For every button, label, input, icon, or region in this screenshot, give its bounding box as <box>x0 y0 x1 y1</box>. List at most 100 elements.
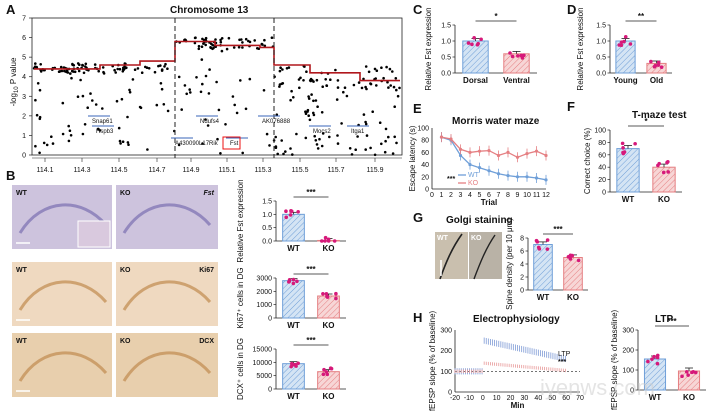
sig-stars: *** <box>667 317 677 326</box>
panel-a: A Chromosome 13 -log10 P value 01234567 … <box>6 2 403 174</box>
dg-arc <box>122 351 212 382</box>
a-point <box>314 99 318 102</box>
micrograph-label-wt: WT <box>16 338 28 345</box>
a-point <box>364 148 368 151</box>
data-dot <box>659 65 664 70</box>
a-point <box>365 87 368 91</box>
a-point <box>378 121 382 124</box>
h-xtick-label: 70 <box>576 395 584 402</box>
ytick-label: 4 <box>520 262 524 269</box>
a-point <box>72 64 76 67</box>
a-point <box>281 68 284 71</box>
a-point <box>253 39 256 42</box>
data-dot <box>519 53 524 58</box>
a-point <box>375 69 379 72</box>
a-point <box>153 70 157 74</box>
golgi-label-ko: KO <box>471 235 482 242</box>
bar-wt <box>282 363 305 390</box>
ytick-label: 1.5 <box>441 23 451 30</box>
a-point <box>303 65 306 68</box>
a-point <box>289 98 292 102</box>
e-point <box>525 152 529 156</box>
a-point <box>329 78 332 81</box>
ytick-label: 40 <box>598 165 606 172</box>
a-point <box>60 69 64 73</box>
panel-e-title: Morris water maze <box>452 116 540 127</box>
a-point <box>76 95 80 98</box>
a-point <box>83 123 87 126</box>
x-category-label: Dorsal <box>463 76 488 85</box>
x-category-label: KO <box>658 195 670 204</box>
e-xtick-label: 0 <box>430 192 434 199</box>
a-point <box>121 70 125 73</box>
a-point <box>392 85 396 89</box>
data-dot <box>633 141 637 146</box>
a-xtick-label: 115.9 <box>367 167 384 174</box>
a-point <box>394 77 398 80</box>
data-dot <box>621 146 625 150</box>
a-point <box>197 47 201 51</box>
dg-arc <box>18 351 108 382</box>
a-point <box>367 70 371 74</box>
a-ytick-label: 2 <box>22 113 26 120</box>
e-xtick-label: 8 <box>506 192 510 199</box>
e-stars: *** <box>447 176 455 183</box>
panel-label-h: H <box>413 310 422 325</box>
a-point <box>388 67 392 71</box>
data-dot <box>323 235 328 240</box>
data-dot <box>665 160 669 165</box>
e-point <box>477 166 482 170</box>
e-xtick-label: 5 <box>478 192 482 199</box>
a-point <box>312 113 316 117</box>
a-point <box>140 71 144 74</box>
golgi-image-ko <box>469 232 502 279</box>
a-point <box>348 147 352 150</box>
panel-a-title: Chromosome 13 <box>170 5 249 16</box>
ytick-label: 20 <box>598 177 606 184</box>
golgi-label-wt: WT <box>437 235 449 242</box>
ytick-label: 300 <box>622 328 634 335</box>
e-point <box>449 137 453 141</box>
a-point <box>114 71 117 74</box>
ytick-label: 0 <box>630 388 634 395</box>
a-point <box>350 153 354 156</box>
data-dot <box>652 64 657 69</box>
y-axis-label: DCX⁺ cells in DG <box>236 338 245 400</box>
a-point <box>66 71 70 74</box>
e-point <box>468 150 472 154</box>
a-point <box>321 85 325 88</box>
a-point <box>310 93 313 96</box>
a-point <box>307 97 311 100</box>
a-point <box>395 88 398 92</box>
h-x-axis-label: Min <box>511 401 525 410</box>
panel-label-g: G <box>413 210 423 225</box>
a-ytick-label: 3 <box>22 94 26 101</box>
a-point <box>356 135 359 138</box>
ytick-label: 80 <box>598 140 606 147</box>
data-dot <box>576 258 581 263</box>
h-xtick-label: 40 <box>534 395 542 402</box>
a-point <box>343 86 347 89</box>
a-xtick-label: 114.1 <box>37 167 54 174</box>
a-point <box>304 112 308 115</box>
a-point <box>336 86 340 89</box>
a-point <box>278 85 281 88</box>
panel-h-bar-title: LTP <box>655 314 673 325</box>
data-dot <box>289 209 294 214</box>
a-point <box>216 137 219 141</box>
data-dot <box>617 43 622 47</box>
panel-label-c: C <box>413 2 423 17</box>
h-ytick-label: 100 <box>440 369 452 376</box>
e-xtick-label: 9 <box>516 192 520 199</box>
data-dot <box>522 53 526 58</box>
data-dot <box>334 296 338 301</box>
ytick-label: 0.5 <box>441 55 451 62</box>
micrograph-label-ko: KO <box>120 267 131 274</box>
e-point <box>525 175 529 179</box>
a-point <box>195 76 198 79</box>
e-ytick-label: 100 <box>417 126 429 133</box>
bar-chart: 0.0 0.5 1.0 1.5 Relative Fst expression WT KO *… <box>236 179 346 263</box>
a-point <box>278 69 282 73</box>
data-dot <box>296 361 300 366</box>
data-dot <box>321 292 325 296</box>
